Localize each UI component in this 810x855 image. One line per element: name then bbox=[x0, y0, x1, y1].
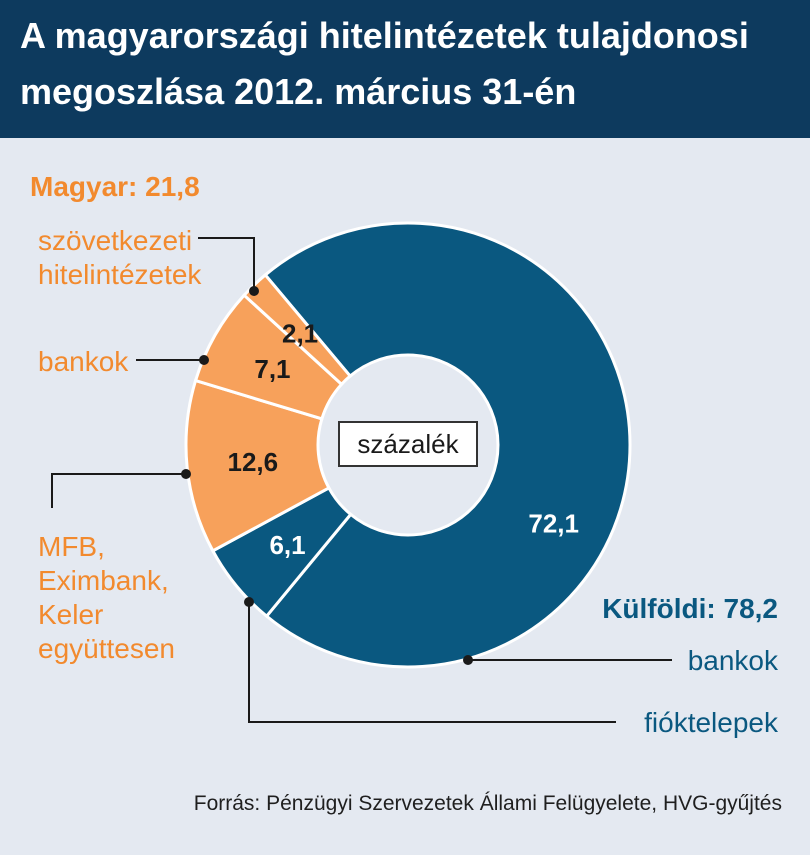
slice-value-label: 2,1 bbox=[282, 318, 318, 348]
leader-foreign-banks-dot bbox=[463, 655, 473, 665]
slice-2-magyar bbox=[184, 378, 331, 553]
legend-cooperatives: szövetkezeti hitelintézetek bbox=[38, 225, 202, 290]
leader-mfb-line bbox=[51, 473, 186, 508]
title-line-2: megoszlása 2012. március 31-én bbox=[20, 71, 577, 112]
leader-cooperatives-dot bbox=[249, 286, 259, 296]
slice-value-label: 6,1 bbox=[269, 530, 305, 560]
leader-cooperatives-line bbox=[198, 237, 255, 291]
leader-foreign-branches-line bbox=[248, 602, 616, 723]
group-label-domestic: Magyar: 21,8 bbox=[30, 171, 200, 202]
slice-value-label: 12,6 bbox=[227, 447, 278, 477]
leader-foreign-branches-dot bbox=[244, 597, 254, 607]
unit-box bbox=[338, 421, 478, 467]
leader-domestic-banks-dot bbox=[199, 355, 209, 365]
unit-label: százalék bbox=[357, 429, 459, 459]
slice-0-k-lf-ldi bbox=[263, 221, 632, 669]
legend-domestic-banks: bankok bbox=[38, 346, 129, 377]
legend-mfb-eximbank-keler: MFB, Eximbank, Keler együttesen bbox=[38, 531, 175, 664]
legend-foreign-banks: bankok bbox=[688, 645, 779, 676]
chart-title: A magyarországi hitelintézetek tulajdono… bbox=[20, 8, 800, 120]
legend-foreign-branches: fióktelepek bbox=[644, 707, 779, 738]
header-bar: A magyarországi hitelintézetek tulajdono… bbox=[0, 0, 810, 138]
group-label-foreign: Külföldi: 78,2 bbox=[602, 593, 778, 624]
source-note: Forrás: Pénzügyi Szervezetek Állami Felü… bbox=[193, 792, 782, 815]
title-line-1: A magyarországi hitelintézetek tulajdono… bbox=[20, 15, 749, 56]
slice-value-label: 72,1 bbox=[528, 508, 579, 538]
leader-mfb-dot bbox=[181, 469, 191, 479]
slice-value-label: 7,1 bbox=[254, 354, 290, 384]
